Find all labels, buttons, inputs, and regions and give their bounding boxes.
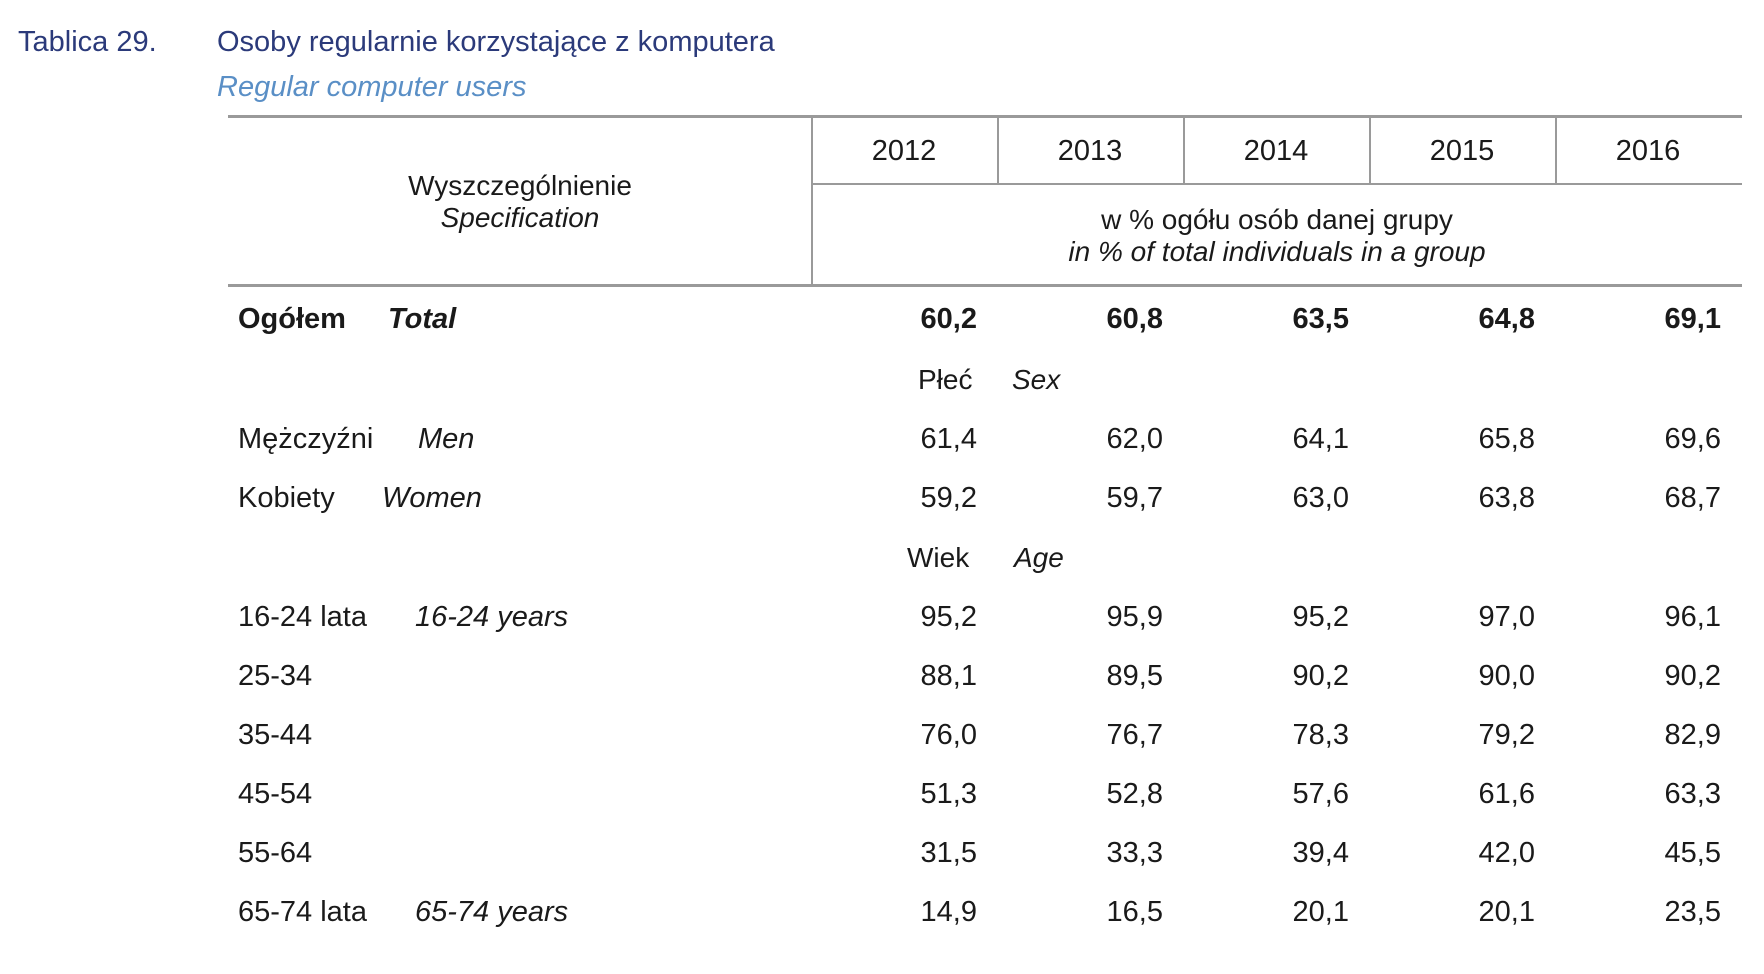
year-divider	[1369, 117, 1371, 184]
cell-2016: 69,6	[1664, 423, 1721, 455]
cell-2015: 64,8	[1478, 303, 1535, 335]
cell-2015: 61,6	[1478, 778, 1535, 810]
cell-2012: 60,2	[920, 303, 977, 335]
cell-2015: 79,2	[1478, 719, 1535, 751]
spec-header-en: Specification	[440, 202, 600, 233]
year-header: 2014	[1243, 135, 1309, 167]
table-row: 65-74 lata 65-74 years 14,9 16,5 20,1 20…	[0, 896, 1764, 936]
row-label-pl: 55-64	[238, 837, 313, 869]
row-label-en: Total	[388, 303, 457, 335]
cell-2014: 20,1	[1292, 896, 1349, 928]
cell-2013: 62,0	[1106, 423, 1163, 455]
table-row: Kobiety Women 59,2 59,7 63,0 63,8 68,7	[0, 482, 1764, 522]
spec-header: Wyszczególnienie Specification	[228, 170, 812, 234]
cell-2012: 14,9	[920, 896, 977, 928]
cell-2012: 76,0	[920, 719, 977, 751]
cell-2014: 64,1	[1292, 423, 1349, 455]
section-heading-en: Sex	[1012, 364, 1061, 395]
row-label-pl: 45-54	[238, 778, 313, 810]
row-label-en: 65-74 years	[415, 896, 569, 928]
cell-2016: 90,2	[1664, 660, 1721, 692]
cell-2015: 42,0	[1478, 837, 1535, 869]
year-header: 2012	[871, 135, 937, 167]
cell-2013: 76,7	[1106, 719, 1163, 751]
cell-2015: 90,0	[1478, 660, 1535, 692]
cell-2014: 63,0	[1292, 482, 1349, 514]
unit-header-en: in % of total individuals in a group	[1068, 236, 1486, 267]
year-divider	[1183, 117, 1185, 184]
year-header: 2016	[1615, 135, 1681, 167]
section-heading-pl: Płeć	[918, 364, 973, 395]
row-label-pl: Kobiety	[238, 482, 335, 514]
row-label-en: Men	[418, 423, 475, 455]
table-row-total: Ogółem Total 60,2 60,8 63,5 64,8 69,1	[0, 303, 1764, 343]
top-rule	[228, 115, 1742, 118]
table-row: 55-64 31,5 33,3 39,4 42,0 45,5	[0, 837, 1764, 877]
cell-2013: 16,5	[1106, 896, 1163, 928]
table-row: 45-54 51,3 52,8 57,6 61,6 63,3	[0, 778, 1764, 818]
year-header: 2013	[1057, 135, 1123, 167]
cell-2012: 95,2	[920, 601, 977, 633]
row-label-en: Women	[382, 482, 482, 514]
section-heading-sex: Płeć	[918, 364, 972, 396]
table-row: 16-24 lata 16-24 years 95,2 95,9 95,2 97…	[0, 601, 1764, 641]
cell-2012: 31,5	[920, 837, 977, 869]
row-label-en: 16-24 years	[415, 601, 569, 633]
unit-header: w % ogółu osób danej grupy in % of total…	[812, 204, 1742, 268]
cell-2014: 90,2	[1292, 660, 1349, 692]
table-title-en: Regular computer users	[217, 71, 527, 103]
cell-2012: 59,2	[920, 482, 977, 514]
row-label-pl: 25-34	[238, 660, 313, 692]
cell-2014: 78,3	[1292, 719, 1349, 751]
year-divider	[1555, 117, 1557, 184]
table-row: 25-34 88,1 89,5 90,2 90,0 90,2	[0, 660, 1764, 700]
cell-2015: 20,1	[1478, 896, 1535, 928]
cell-2016: 23,5	[1664, 896, 1721, 928]
spec-header-pl: Wyszczególnienie	[408, 170, 632, 201]
cell-2013: 59,7	[1106, 482, 1163, 514]
cell-2013: 89,5	[1106, 660, 1163, 692]
cell-2012: 61,4	[920, 423, 977, 455]
year-divider	[997, 117, 999, 184]
cell-2016: 68,7	[1664, 482, 1721, 514]
cell-2012: 51,3	[920, 778, 977, 810]
section-heading-pl: Wiek	[907, 542, 970, 573]
cell-2014: 57,6	[1292, 778, 1349, 810]
spec-divider	[811, 117, 813, 285]
cell-2013: 60,8	[1106, 303, 1163, 335]
row-label-pl: 16-24 lata	[238, 601, 367, 633]
cell-2013: 33,3	[1106, 837, 1163, 869]
cell-2014: 63,5	[1292, 303, 1349, 335]
cell-2014: 95,2	[1292, 601, 1349, 633]
cell-2015: 97,0	[1478, 601, 1535, 633]
section-heading-age-en: Age	[1014, 542, 1064, 574]
unit-header-pl: w % ogółu osób danej grupy	[1101, 204, 1453, 235]
cell-2013: 95,9	[1106, 601, 1163, 633]
cell-2015: 63,8	[1478, 482, 1535, 514]
table-row: Mężczyźni Men 61,4 62,0 64,1 65,8 69,6	[0, 423, 1764, 463]
cell-2016: 63,3	[1664, 778, 1721, 810]
year-header: 2015	[1429, 135, 1495, 167]
cell-2016: 45,5	[1664, 837, 1721, 869]
section-heading-age: Wiek	[907, 542, 969, 574]
cell-2013: 52,8	[1106, 778, 1163, 810]
row-label-pl: Mężczyźni	[238, 423, 374, 455]
cell-2016: 69,1	[1664, 303, 1721, 335]
row-label-pl: 35-44	[238, 719, 313, 751]
table-row: 35-44 76,0 76,7 78,3 79,2 82,9	[0, 719, 1764, 759]
cell-2014: 39,4	[1292, 837, 1349, 869]
cell-2016: 96,1	[1664, 601, 1721, 633]
table-title-pl: Osoby regularnie korzystające z komputer…	[217, 26, 775, 58]
table-number: Tablica 29.	[18, 26, 157, 58]
row-label-pl: 65-74 lata	[238, 896, 367, 928]
row-label-pl: Ogółem	[238, 303, 346, 335]
section-heading-en: Age	[1014, 542, 1064, 573]
section-heading-sex-en: Sex	[1012, 364, 1060, 396]
cell-2012: 88,1	[920, 660, 977, 692]
header-bottom-rule	[228, 284, 1742, 287]
year-rule	[812, 183, 1742, 185]
cell-2016: 82,9	[1664, 719, 1721, 751]
cell-2015: 65,8	[1478, 423, 1535, 455]
